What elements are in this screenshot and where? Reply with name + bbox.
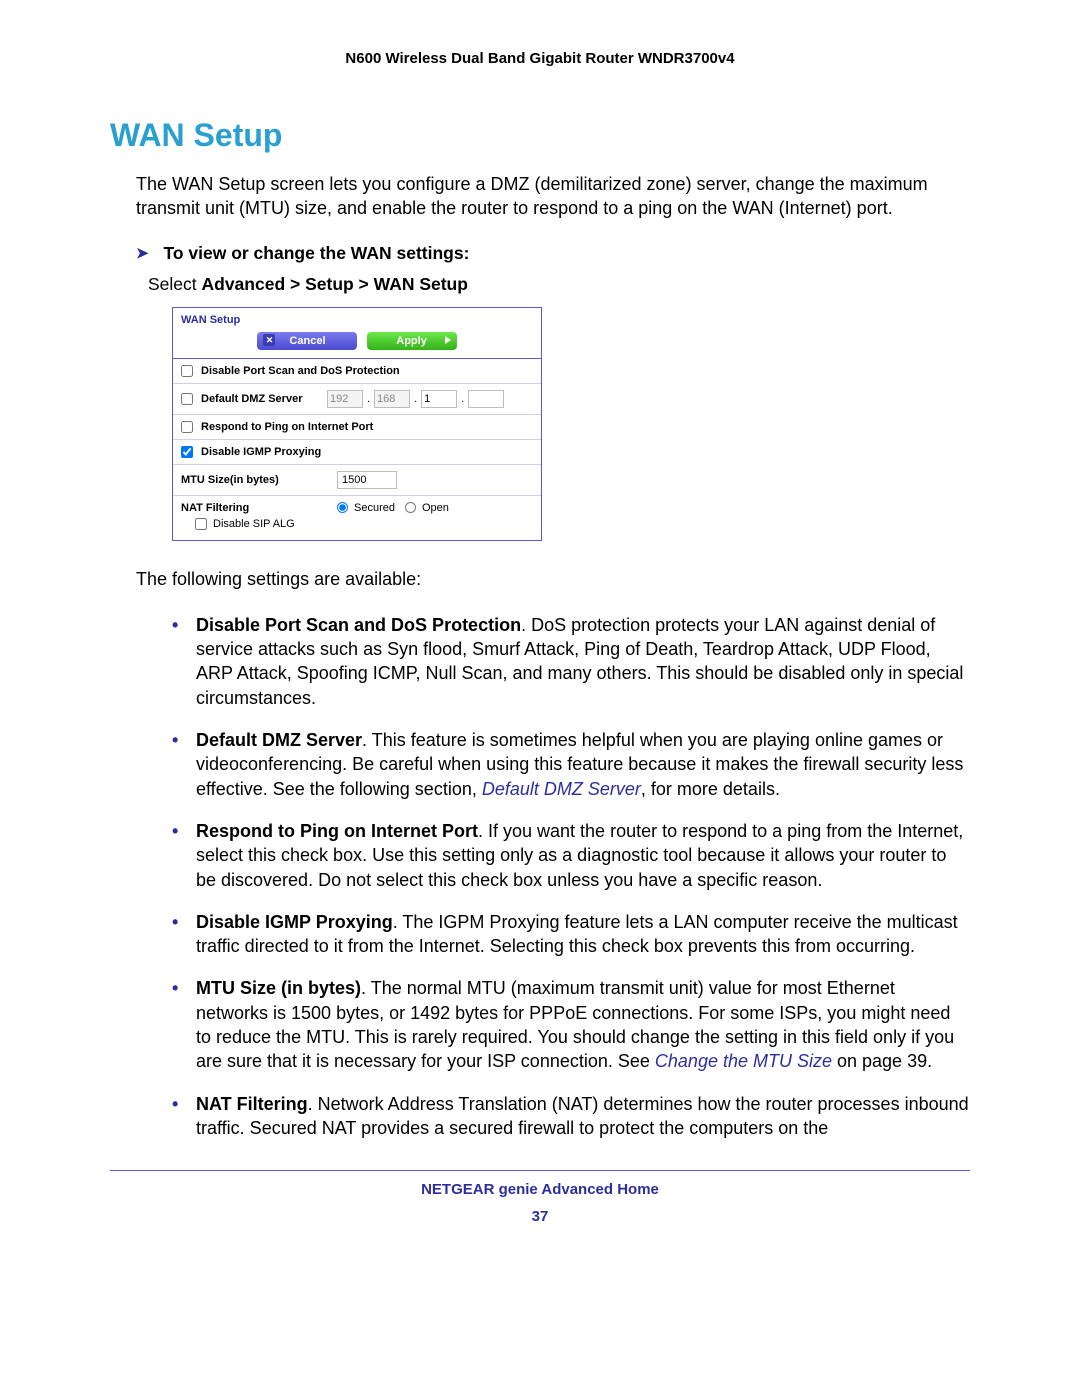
bullet-body: MTU Size (in bytes). The normal MTU (max…	[196, 976, 970, 1073]
bullet-tail-post: on page 39.	[832, 1051, 932, 1071]
step-heading: ➤ To view or change the WAN settings:	[136, 243, 970, 264]
dmz-ip-2[interactable]	[374, 390, 410, 408]
checkbox-disable-sip[interactable]	[195, 518, 207, 530]
panel-header: WAN Setup ✕ Cancel Apply	[173, 308, 541, 359]
dmz-ip-4[interactable]	[468, 390, 504, 408]
footer-text: NETGEAR genie Advanced Home	[110, 1181, 970, 1198]
bullet-tail: . Network Address Translation (NAT) dete…	[196, 1094, 969, 1138]
close-icon: ✕	[263, 334, 275, 346]
label-default-dmz: Default DMZ Server	[201, 393, 321, 405]
bullet-head: Default DMZ Server	[196, 730, 362, 750]
step-sub: Select Advanced > Setup > WAN Setup	[148, 274, 970, 295]
bullet-icon: •	[172, 976, 196, 1073]
bullet-body: Disable IGMP Proxying. The IGPM Proxying…	[196, 910, 970, 959]
panel-title: WAN Setup	[181, 314, 533, 326]
label-disable-portscan: Disable Port Scan and DoS Protection	[201, 365, 400, 377]
cancel-button[interactable]: ✕ Cancel	[257, 332, 357, 350]
checkbox-disable-igmp[interactable]	[181, 446, 193, 458]
bullet-portscan: • Disable Port Scan and DoS Protection. …	[172, 613, 970, 710]
step-title-text: To view or change the WAN settings:	[163, 243, 469, 263]
row-mtu: MTU Size(in bytes)	[173, 465, 541, 496]
row-nat: NAT Filtering Secured Open Disable SIP A…	[173, 496, 541, 540]
cancel-label: Cancel	[289, 335, 325, 347]
bullet-icon: •	[172, 819, 196, 892]
radio-nat-open[interactable]	[405, 502, 416, 513]
step-sub-path: Advanced > Setup > WAN Setup	[202, 274, 468, 294]
bullet-body: Default DMZ Server. This feature is some…	[196, 728, 970, 801]
dmz-ip-1[interactable]	[327, 390, 363, 408]
doc-header: N600 Wireless Dual Band Gigabit Router W…	[110, 50, 970, 67]
bullet-icon: •	[172, 1092, 196, 1141]
footer-rule	[110, 1170, 970, 1171]
bullet-dmz: • Default DMZ Server. This feature is so…	[172, 728, 970, 801]
label-nat-secured: Secured	[354, 502, 395, 514]
bullet-nat: • NAT Filtering. Network Address Transla…	[172, 1092, 970, 1141]
chevron-right-icon	[445, 336, 451, 344]
label-respond-ping: Respond to Ping on Internet Port	[201, 421, 373, 433]
link-dmz[interactable]: Default DMZ Server	[482, 779, 641, 799]
bullet-tail-post: , for more details.	[641, 779, 780, 799]
footer-page-number: 37	[110, 1208, 970, 1225]
bullet-icon: •	[172, 910, 196, 959]
label-disable-igmp: Disable IGMP Proxying	[201, 446, 321, 458]
bullet-list: • Disable Port Scan and DoS Protection. …	[172, 613, 970, 1140]
intro-paragraph: The WAN Setup screen lets you configure …	[136, 172, 970, 221]
bullet-icon: •	[172, 728, 196, 801]
row-default-dmz: Default DMZ Server . . .	[173, 384, 541, 415]
wan-setup-panel: WAN Setup ✕ Cancel Apply Disable Port Sc…	[172, 307, 542, 541]
bullet-icon: •	[172, 613, 196, 710]
dmz-ip-3[interactable]	[421, 390, 457, 408]
page: N600 Wireless Dual Band Gigabit Router W…	[0, 0, 1080, 1265]
apply-button[interactable]: Apply	[367, 332, 457, 350]
radio-nat-secured[interactable]	[337, 502, 348, 513]
followup-text: The following settings are available:	[136, 567, 970, 591]
row-disable-portscan: Disable Port Scan and DoS Protection	[173, 359, 541, 384]
arrow-icon: ➤	[136, 244, 149, 262]
step-sub-prefix: Select	[148, 274, 202, 294]
row-disable-sip: Disable SIP ALG	[195, 518, 533, 530]
label-mtu: MTU Size(in bytes)	[181, 474, 331, 486]
bullet-head: MTU Size (in bytes)	[196, 978, 361, 998]
link-mtu[interactable]: Change the MTU Size	[655, 1051, 832, 1071]
bullet-body: Disable Port Scan and DoS Protection. Do…	[196, 613, 970, 710]
bullet-body: NAT Filtering. Network Address Translati…	[196, 1092, 970, 1141]
checkbox-respond-ping[interactable]	[181, 421, 193, 433]
panel-button-row: ✕ Cancel Apply	[181, 330, 533, 352]
checkbox-default-dmz[interactable]	[181, 393, 193, 405]
bullet-head: Respond to Ping on Internet Port	[196, 821, 478, 841]
bullet-igmp: • Disable IGMP Proxying. The IGPM Proxyi…	[172, 910, 970, 959]
apply-label: Apply	[396, 335, 427, 347]
checkbox-disable-portscan[interactable]	[181, 365, 193, 377]
label-nat-open: Open	[422, 502, 449, 514]
bullet-head: Disable Port Scan and DoS Protection	[196, 615, 521, 635]
label-nat: NAT Filtering	[181, 502, 331, 514]
bullet-body: Respond to Ping on Internet Port. If you…	[196, 819, 970, 892]
dmz-ip-group: . . .	[327, 390, 504, 408]
row-respond-ping: Respond to Ping on Internet Port	[173, 415, 541, 440]
nat-options: Secured Open	[331, 502, 449, 514]
bullet-ping: • Respond to Ping on Internet Port. If y…	[172, 819, 970, 892]
bullet-head: NAT Filtering	[196, 1094, 308, 1114]
label-disable-sip: Disable SIP ALG	[213, 518, 295, 530]
row-disable-igmp: Disable IGMP Proxying	[173, 440, 541, 465]
mtu-input[interactable]	[337, 471, 397, 489]
bullet-head: Disable IGMP Proxying	[196, 912, 393, 932]
section-title: WAN Setup	[110, 117, 970, 154]
bullet-mtu: • MTU Size (in bytes). The normal MTU (m…	[172, 976, 970, 1073]
